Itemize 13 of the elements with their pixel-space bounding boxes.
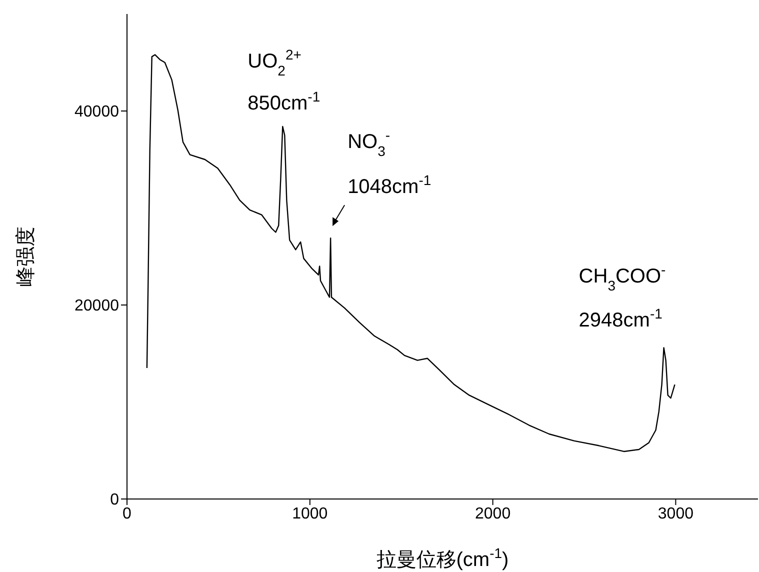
y-tick-label: 0 [110, 492, 120, 509]
x-tick-label: 0 [122, 505, 132, 522]
y-tick-label: 40000 [74, 104, 120, 121]
annotation: 850cm$^{-1}$ [248, 88, 320, 115]
annotation: CH$_{3}$COO$^{-}$ [578, 262, 666, 294]
x-tick-label: 3000 [658, 505, 694, 522]
annotation: 1048cm$^{-1}$ [348, 172, 432, 198]
y-tick-label: 20000 [74, 298, 120, 315]
x-tick-label: 1000 [292, 505, 328, 522]
y-axis-title: 峰强度 [15, 226, 37, 286]
x-axis-title: 拉曼位移(cm$^{-1}$) [376, 545, 509, 571]
annotation: 2948cm$^{-1}$ [578, 306, 663, 332]
x-tick-label: 2000 [475, 505, 511, 522]
